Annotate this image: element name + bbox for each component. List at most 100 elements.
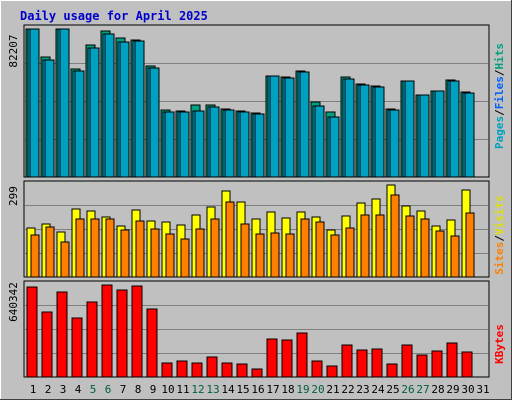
bar-kbytes-1 xyxy=(26,286,38,378)
legend-sep-3: / xyxy=(493,235,506,242)
legend-sites: Sites xyxy=(493,242,506,275)
bar-sites-15 xyxy=(240,223,250,278)
bar-sites-22 xyxy=(345,227,355,278)
bar-pages-6 xyxy=(104,33,115,178)
x-label-day-22: 22 xyxy=(341,383,354,396)
x-label-day-28: 28 xyxy=(431,383,444,396)
bar-sites-9 xyxy=(150,228,160,278)
bar-sites-28 xyxy=(435,230,445,278)
x-label-day-23: 23 xyxy=(356,383,369,396)
bar-sites-10 xyxy=(165,233,175,278)
x-label-day-2: 2 xyxy=(45,383,52,396)
bar-kbytes-9 xyxy=(146,308,158,378)
bar-sites-21 xyxy=(330,234,340,278)
bar-kbytes-6 xyxy=(101,284,113,378)
legend-pages: Pages xyxy=(493,116,506,149)
bar-pages-10 xyxy=(164,111,175,178)
bar-pages-14 xyxy=(224,109,235,178)
bar-pages-29 xyxy=(449,80,460,178)
bar-pages-19 xyxy=(299,71,310,178)
x-label-day-12: 12 xyxy=(191,383,204,396)
bar-pages-28 xyxy=(434,90,445,178)
bar-pages-30 xyxy=(464,92,475,178)
x-label-day-17: 17 xyxy=(266,383,279,396)
x-label-day-26: 26 xyxy=(401,383,414,396)
bar-pages-11 xyxy=(179,111,190,178)
bar-kbytes-4 xyxy=(71,317,83,378)
bar-sites-27 xyxy=(420,218,430,278)
bar-pages-26 xyxy=(404,80,415,178)
bar-sites-14 xyxy=(225,201,235,278)
x-label-day-18: 18 xyxy=(281,383,294,396)
bar-sites-24 xyxy=(375,214,385,278)
bar-sites-16 xyxy=(255,233,265,278)
bar-kbytes-29 xyxy=(446,342,458,378)
bar-kbytes-28 xyxy=(431,350,443,378)
x-label-day-11: 11 xyxy=(176,383,189,396)
bar-pages-24 xyxy=(374,86,385,178)
legend-visits: Visits xyxy=(493,195,506,235)
bar-kbytes-21 xyxy=(326,365,338,378)
bar-kbytes-12 xyxy=(191,362,203,378)
bar-sites-18 xyxy=(285,233,295,278)
bar-sites-26 xyxy=(405,215,415,278)
bar-kbytes-5 xyxy=(86,301,98,378)
bar-pages-8 xyxy=(134,40,145,178)
bar-sites-13 xyxy=(210,218,220,278)
bar-kbytes-23 xyxy=(356,349,368,378)
bar-kbytes-11 xyxy=(176,360,188,378)
bar-sites-23 xyxy=(360,214,370,278)
legend-kbytes: KBytes xyxy=(493,324,506,364)
bar-kbytes-30 xyxy=(461,351,473,378)
bar-kbytes-24 xyxy=(371,348,383,378)
legend-hits: Hits xyxy=(493,43,506,70)
bar-kbytes-8 xyxy=(131,285,143,378)
x-label-day-3: 3 xyxy=(60,383,67,396)
bar-kbytes-13 xyxy=(206,356,218,378)
bar-sites-17 xyxy=(270,232,280,278)
x-axis-labels: 1 2 3 4 5 6 7 8 9 10 11 12 13 14 15 16 17 18 19 20 21 22 23 24 2… xyxy=(30,383,490,396)
legend-top: Pages/Files/Hits xyxy=(493,43,506,149)
x-label-day-10: 10 xyxy=(161,383,174,396)
bar-pages-9 xyxy=(149,67,160,178)
bar-pages-20 xyxy=(314,105,325,178)
bar-sites-3 xyxy=(60,241,70,278)
bar-sites-12 xyxy=(195,228,205,278)
x-label-day-19: 19 xyxy=(296,383,309,396)
x-label-day-6: 6 xyxy=(105,383,112,396)
x-label-day-13: 13 xyxy=(206,383,219,396)
bar-kbytes-14 xyxy=(221,362,233,378)
bar-sites-11 xyxy=(180,238,190,278)
bar-pages-4 xyxy=(74,70,85,178)
x-label-day-1: 1 xyxy=(30,383,37,396)
bar-pages-27 xyxy=(419,94,430,178)
bar-sites-7 xyxy=(120,229,130,278)
bar-pages-22 xyxy=(344,78,355,178)
bar-sites-5 xyxy=(90,218,100,278)
bar-pages-16 xyxy=(254,113,265,178)
bar-kbytes-2 xyxy=(41,311,53,378)
bar-sites-4 xyxy=(75,218,85,278)
bar-kbytes-15 xyxy=(236,363,248,378)
x-label-day-24: 24 xyxy=(371,383,385,396)
bar-sites-20 xyxy=(315,221,325,278)
bar-pages-15 xyxy=(239,111,250,178)
bar-sites-29 xyxy=(450,235,460,278)
bar-kbytes-18 xyxy=(281,339,293,378)
x-label-day-30: 30 xyxy=(461,383,474,396)
bar-kbytes-25 xyxy=(386,363,398,378)
bar-kbytes-27 xyxy=(416,354,428,378)
chart-title: Daily usage for April 2025 xyxy=(20,9,208,23)
bar-pages-7 xyxy=(119,41,130,178)
x-label-day-4: 4 xyxy=(75,383,82,396)
bar-sites-25 xyxy=(390,194,400,278)
bar-pages-5 xyxy=(89,47,100,178)
bar-pages-23 xyxy=(359,84,370,178)
hits-ymax-label: 82207 xyxy=(7,34,20,67)
bar-pages-21 xyxy=(329,116,340,178)
legend-files: Files xyxy=(493,76,506,109)
bar-kbytes-19 xyxy=(296,332,308,378)
bar-pages-18 xyxy=(284,77,295,178)
bar-pages-12 xyxy=(194,110,205,178)
